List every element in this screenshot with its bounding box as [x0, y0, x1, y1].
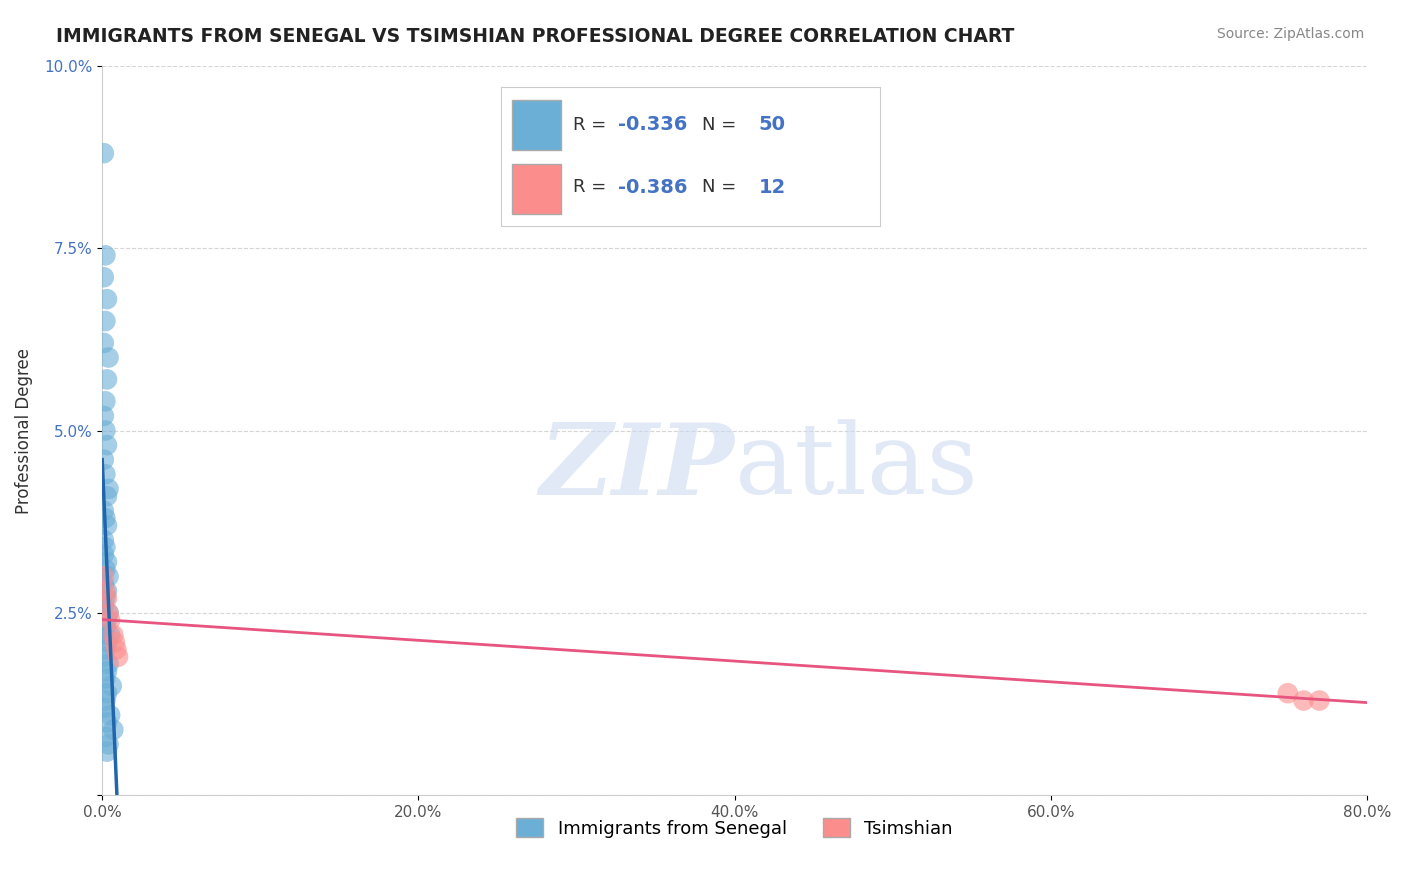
Point [93, 409, 115, 423]
Text: Source: ZipAtlas.com: Source: ZipAtlas.com [1216, 27, 1364, 41]
Point [94, 562, 117, 576]
Point [96, 372, 118, 386]
Point [105, 642, 128, 657]
Point [94, 584, 117, 599]
Point [107, 649, 129, 664]
Point [96, 613, 118, 627]
Point [103, 628, 125, 642]
Point [94, 314, 117, 328]
Point [96, 665, 118, 679]
Point [94, 511, 117, 525]
Point [93, 533, 115, 547]
Point [94, 621, 117, 635]
Point [93, 146, 115, 161]
Point [97, 657, 120, 671]
Point [97, 606, 120, 620]
Point [94, 541, 117, 555]
Point [97, 569, 120, 583]
Point [98, 628, 121, 642]
Point [98, 613, 121, 627]
Point [96, 555, 118, 569]
Text: IMMIGRANTS FROM SENEGAL VS TSIMSHIAN PROFESSIONAL DEGREE CORRELATION CHART: IMMIGRANTS FROM SENEGAL VS TSIMSHIAN PRO… [56, 27, 1015, 45]
Point [100, 679, 122, 693]
Point [94, 394, 117, 409]
Text: atlas: atlas [734, 419, 977, 515]
Point [94, 424, 117, 438]
Point [93, 504, 115, 518]
Point [97, 606, 120, 620]
Point [93, 701, 115, 715]
Legend: Immigrants from Senegal, Tsimshian: Immigrants from Senegal, Tsimshian [509, 811, 960, 845]
Point [96, 635, 118, 649]
Text: ZIP: ZIP [540, 418, 734, 516]
Point [96, 489, 118, 503]
Point [104, 635, 127, 649]
Point [93, 628, 115, 642]
Point [94, 672, 117, 686]
Point [1292, 693, 1315, 707]
Point [93, 548, 115, 562]
Point [93, 576, 115, 591]
Point [1308, 693, 1330, 707]
Point [103, 723, 125, 737]
Point [96, 686, 118, 700]
Point [94, 642, 117, 657]
Point [96, 584, 118, 599]
Point [93, 649, 115, 664]
Point [93, 270, 115, 285]
Point [96, 715, 118, 730]
Point [98, 708, 121, 723]
Point [96, 591, 118, 606]
Point [97, 737, 120, 751]
Y-axis label: Professional Degree: Professional Degree [15, 348, 32, 514]
Point [96, 745, 118, 759]
Point [93, 569, 115, 583]
Point [94, 730, 117, 744]
Point [93, 452, 115, 467]
Point [96, 518, 118, 533]
Point [93, 599, 115, 613]
Point [1277, 686, 1299, 700]
Point [97, 482, 120, 496]
Point [94, 693, 117, 707]
Point [94, 467, 117, 482]
Point [93, 335, 115, 350]
Point [97, 351, 120, 365]
Point [96, 292, 118, 306]
Point [94, 591, 117, 606]
Point [94, 248, 117, 262]
Point [96, 438, 118, 452]
